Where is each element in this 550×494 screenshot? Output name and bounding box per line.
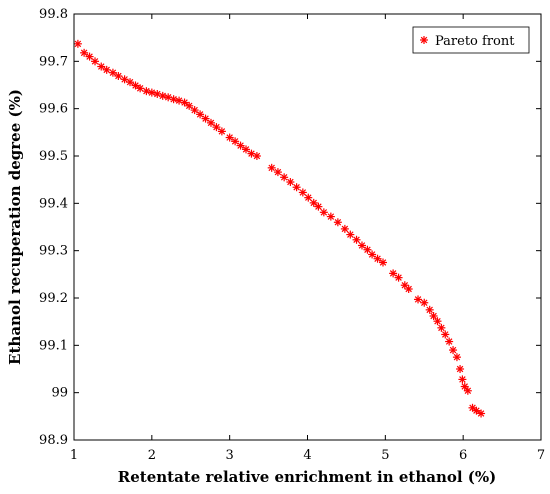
data-point (352, 235, 361, 244)
data-point (164, 93, 173, 102)
data-point (280, 173, 289, 182)
data-point (458, 375, 467, 384)
data-point (314, 202, 323, 211)
data-point (273, 168, 282, 177)
data-point (468, 403, 477, 412)
data-point (85, 52, 94, 61)
data-point (319, 208, 328, 217)
x-tick-label: 5 (381, 448, 389, 463)
data-point (217, 127, 226, 136)
data-point (378, 258, 387, 267)
data-point (460, 382, 469, 391)
data-point (114, 72, 123, 81)
legend-marker (420, 36, 428, 44)
data-point (231, 137, 240, 146)
data-point (389, 269, 398, 278)
data-point (298, 188, 307, 197)
y-tick-label: 99.2 (39, 291, 68, 306)
data-point (73, 39, 82, 48)
data-point (267, 163, 276, 172)
data-point (212, 123, 221, 132)
data-point (456, 365, 465, 373)
data-point (404, 285, 413, 294)
data-point (414, 295, 423, 304)
data-point (126, 78, 135, 87)
data-point (206, 118, 215, 127)
data-points (73, 39, 486, 418)
data-point (477, 409, 486, 418)
data-point (333, 218, 342, 227)
data-point (142, 87, 151, 96)
data-point (108, 68, 117, 77)
legend-marker-icon (420, 36, 428, 44)
x-tick-label: 3 (226, 448, 234, 463)
data-point (169, 95, 178, 104)
data-point (158, 91, 167, 100)
y-tick-label: 99.6 (39, 102, 68, 117)
axis-ticks: 1 2 3 4 5 6 7 98.9 99 99.1 99.2 99.3 99.4 99.5 99.6 99.… (39, 7, 545, 463)
data-point (452, 353, 461, 362)
data-point (441, 330, 450, 339)
data-point (437, 323, 446, 332)
x-tick-label: 1 (70, 448, 78, 463)
y-tick-label: 99.3 (39, 244, 68, 259)
data-point (449, 346, 458, 355)
data-point (136, 84, 145, 93)
data-point (363, 245, 372, 254)
data-point (180, 98, 189, 107)
data-point (91, 57, 100, 66)
data-point (309, 198, 318, 207)
data-point (236, 141, 245, 150)
data-point (147, 88, 156, 97)
legend: Pareto front (412, 26, 530, 54)
y-tick-label: 99.8 (39, 7, 68, 22)
data-point (340, 224, 349, 233)
data-point (433, 317, 442, 326)
y-tick-label: 99.5 (39, 149, 68, 164)
data-point (225, 133, 234, 142)
y-tick-label: 99.7 (39, 54, 68, 69)
y-axis-title: Ethanol recuperation degree (%) (6, 89, 24, 365)
data-point (357, 241, 366, 250)
data-point (190, 106, 199, 115)
x-tick-label: 2 (148, 448, 156, 463)
data-point (242, 145, 251, 154)
data-point (80, 48, 89, 57)
y-tick-label: 99 (51, 386, 68, 401)
data-point (304, 193, 313, 202)
legend-box (412, 26, 530, 54)
y-tick-label: 99.4 (39, 196, 68, 211)
x-axis-title: Retentate relative enrichment in ethanol… (118, 468, 496, 486)
data-point (97, 62, 106, 71)
data-point (373, 254, 382, 263)
plot-background (74, 14, 541, 440)
x-tick-label: 7 (537, 448, 545, 463)
data-point (425, 305, 434, 314)
data-point (420, 298, 429, 307)
data-point (292, 183, 301, 192)
data-point (394, 273, 403, 282)
data-point (153, 89, 162, 98)
data-point (196, 110, 205, 119)
data-point (368, 250, 377, 259)
data-point (185, 101, 194, 110)
x-tick-label: 4 (303, 448, 311, 463)
x-tick-label: 6 (459, 448, 467, 463)
legend-label: Pareto front (435, 34, 515, 49)
data-point (463, 386, 472, 395)
data-point (252, 152, 261, 160)
y-tick-label: 98.9 (39, 433, 68, 448)
data-point (201, 114, 210, 123)
data-point (445, 337, 454, 346)
data-point (286, 178, 295, 187)
data-point (346, 230, 355, 239)
data-point (102, 65, 111, 74)
plot-frame (73, 13, 542, 441)
data-point (429, 311, 438, 320)
y-tick-label: 99.1 (39, 338, 68, 353)
data-point (326, 212, 335, 221)
